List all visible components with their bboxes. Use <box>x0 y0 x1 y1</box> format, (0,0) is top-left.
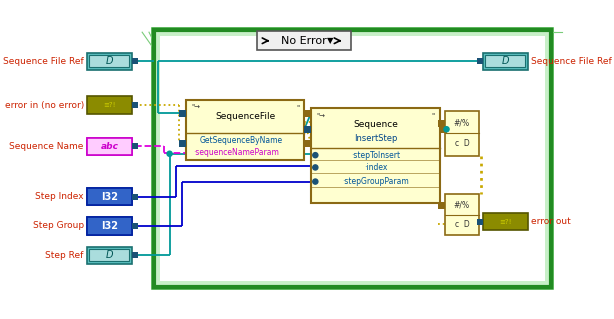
Circle shape <box>313 152 318 158</box>
Text: ·index: ·index <box>363 163 387 172</box>
Circle shape <box>313 179 318 184</box>
Bar <box>477 58 483 64</box>
Bar <box>179 110 186 116</box>
Bar <box>304 140 311 146</box>
Bar <box>440 126 446 133</box>
Bar <box>132 252 138 258</box>
Text: I32: I32 <box>101 192 118 202</box>
Bar <box>87 137 132 155</box>
Bar <box>132 102 138 108</box>
Bar <box>87 137 132 155</box>
Text: Step Group: Step Group <box>33 221 84 230</box>
Text: ": " <box>432 112 435 118</box>
Bar <box>154 30 551 287</box>
Text: Step Index: Step Index <box>35 192 84 201</box>
Bar <box>445 111 479 156</box>
Bar <box>89 249 130 261</box>
Text: ·stepToInsert: ·stepToInsert <box>351 151 400 160</box>
Bar <box>483 53 528 70</box>
Bar <box>132 58 138 64</box>
Text: D: D <box>106 56 114 66</box>
Circle shape <box>313 165 318 170</box>
Text: GetSequenceByName: GetSequenceByName <box>199 136 282 145</box>
Text: "→: "→ <box>316 112 325 118</box>
Bar <box>179 140 186 146</box>
Text: Step Ref: Step Ref <box>45 251 84 260</box>
Bar <box>160 36 545 281</box>
Bar <box>89 55 130 67</box>
Bar <box>438 120 445 127</box>
Bar <box>87 53 132 70</box>
Bar <box>159 35 546 282</box>
Bar <box>87 188 132 205</box>
Text: I32: I32 <box>101 221 118 231</box>
Text: Sequence File Ref: Sequence File Ref <box>3 57 84 66</box>
Bar <box>87 96 132 114</box>
Bar <box>154 30 551 287</box>
Text: #/%: #/% <box>454 119 470 128</box>
Bar <box>132 143 138 149</box>
Text: Sequence File Ref: Sequence File Ref <box>531 57 612 66</box>
Text: SequenceFile: SequenceFile <box>215 112 275 121</box>
Text: Sequence: Sequence <box>353 120 398 129</box>
Text: c  D: c D <box>454 139 469 148</box>
Text: ≡?!: ≡?! <box>103 102 116 108</box>
Text: ▼: ▼ <box>327 36 333 45</box>
Bar <box>438 202 445 209</box>
Bar <box>483 213 528 230</box>
Bar <box>154 30 551 287</box>
Text: ≡?!: ≡?! <box>499 219 512 225</box>
Bar <box>87 217 132 234</box>
Text: InsertStep: InsertStep <box>354 134 397 143</box>
Bar <box>445 194 479 235</box>
Text: D: D <box>106 250 114 260</box>
Bar <box>132 194 138 200</box>
Text: error out: error out <box>531 217 571 226</box>
Bar <box>257 31 351 50</box>
Circle shape <box>167 151 172 156</box>
Bar <box>87 247 132 264</box>
Circle shape <box>444 127 449 132</box>
Bar <box>304 110 311 116</box>
Text: "→: "→ <box>191 104 200 110</box>
Bar <box>132 223 138 229</box>
Text: #/%: #/% <box>454 201 470 210</box>
Bar <box>477 219 483 225</box>
Text: Sequence Name: Sequence Name <box>9 142 84 151</box>
Bar <box>87 188 132 205</box>
Bar <box>311 108 440 203</box>
Text: ·sequenceNameParam: ·sequenceNameParam <box>193 148 279 157</box>
Text: c  D: c D <box>454 220 469 229</box>
Text: abc: abc <box>101 142 119 151</box>
Bar <box>87 217 132 234</box>
Bar <box>485 55 526 67</box>
Bar <box>304 126 311 133</box>
Text: ": " <box>296 104 299 110</box>
Text: ·stepGroupParam: ·stepGroupParam <box>342 177 409 186</box>
Text: error in (no error): error in (no error) <box>4 100 84 109</box>
Bar <box>186 100 304 160</box>
Text: No Error: No Error <box>281 36 327 46</box>
Text: D: D <box>502 56 510 66</box>
